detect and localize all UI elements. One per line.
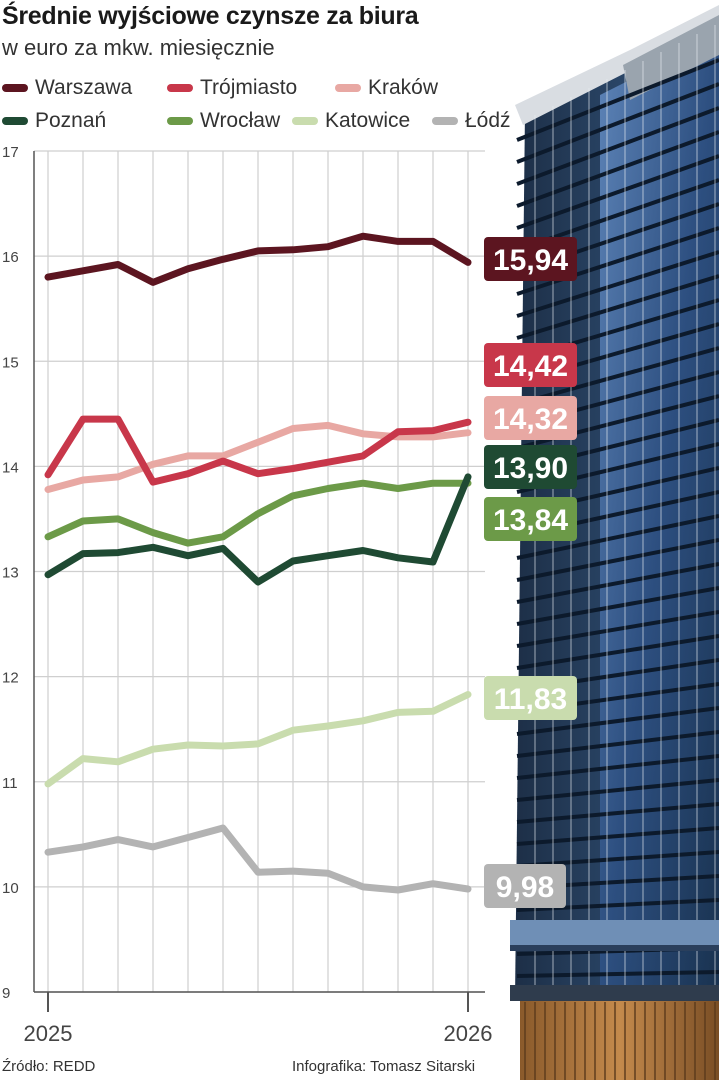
legend-label: Warszawa xyxy=(35,76,133,99)
y-tick-label: 15 xyxy=(2,354,19,371)
chart-title: Średnie wyjściowe czynsze za biura xyxy=(2,2,419,30)
series-line xyxy=(44,691,472,788)
series-line xyxy=(44,232,472,286)
legend-swatch xyxy=(167,117,193,125)
legend-swatch xyxy=(2,117,28,125)
end-label-box xyxy=(484,864,566,908)
legend-swatch xyxy=(2,84,28,92)
legend-label: Poznań xyxy=(35,109,107,132)
series-line xyxy=(44,473,472,586)
series-line xyxy=(44,421,472,493)
y-tick-label: 16 xyxy=(2,249,19,266)
series-line xyxy=(44,415,472,486)
series-line xyxy=(44,479,472,547)
legend-label: Wrocław xyxy=(200,109,281,132)
credit-note: Infografika: Tomasz Sitarski xyxy=(292,1058,476,1075)
y-tick-label: 17 xyxy=(2,144,19,161)
chart-subtitle: w euro za mkw. miesięcznie xyxy=(2,35,275,60)
y-tick-label: 13 xyxy=(2,565,19,582)
end-label: 11,83 xyxy=(494,683,567,716)
end-label: 13,84 xyxy=(493,504,568,537)
legend-item: Wrocław xyxy=(167,108,280,134)
end-label-box xyxy=(484,445,577,489)
legend-label: Trójmiasto xyxy=(200,76,298,99)
legend: Warszawa Trójmiasto Kraków Poznań Wrocław Kat… xyxy=(2,75,522,145)
legend-item: Poznań xyxy=(2,108,106,134)
end-label-box xyxy=(484,497,577,541)
legend-label: Łódź xyxy=(465,109,511,132)
legend-swatch xyxy=(335,84,361,92)
end-label-box xyxy=(484,396,577,440)
end-label-box xyxy=(484,343,577,387)
end-label: 9,98 xyxy=(496,871,554,904)
y-tick-label: 12 xyxy=(2,670,19,687)
y-tick-label: 14 xyxy=(2,459,19,476)
y-tick-label: 9 xyxy=(2,985,10,1002)
y-tick-label: 11 xyxy=(2,775,18,792)
legend-swatch xyxy=(432,117,458,125)
legend-swatch xyxy=(167,84,193,92)
office-building-illustration xyxy=(510,5,719,1080)
legend-item: Trójmiasto xyxy=(167,75,297,101)
legend-item: Kraków xyxy=(335,75,438,101)
legend-item: Warszawa xyxy=(2,75,132,101)
end-label: 13,90 xyxy=(493,452,568,485)
source-note: Źródło: REDD xyxy=(2,1058,96,1075)
legend-label: Kraków xyxy=(368,76,439,99)
end-label-box xyxy=(484,676,577,720)
legend-label: Katowice xyxy=(325,109,411,132)
x-tick-label: 2026 xyxy=(444,1021,493,1046)
end-label: 14,42 xyxy=(493,350,568,383)
legend-item: Łódź xyxy=(432,108,511,134)
x-tick-label: 2025 xyxy=(24,1021,73,1046)
end-label: 15,94 xyxy=(493,244,568,277)
end-label: 14,32 xyxy=(493,403,568,436)
legend-item: Katowice xyxy=(292,108,410,134)
y-tick-label: 10 xyxy=(2,880,19,897)
end-label-box xyxy=(484,237,577,281)
series-line xyxy=(44,824,472,894)
legend-swatch xyxy=(292,117,318,125)
